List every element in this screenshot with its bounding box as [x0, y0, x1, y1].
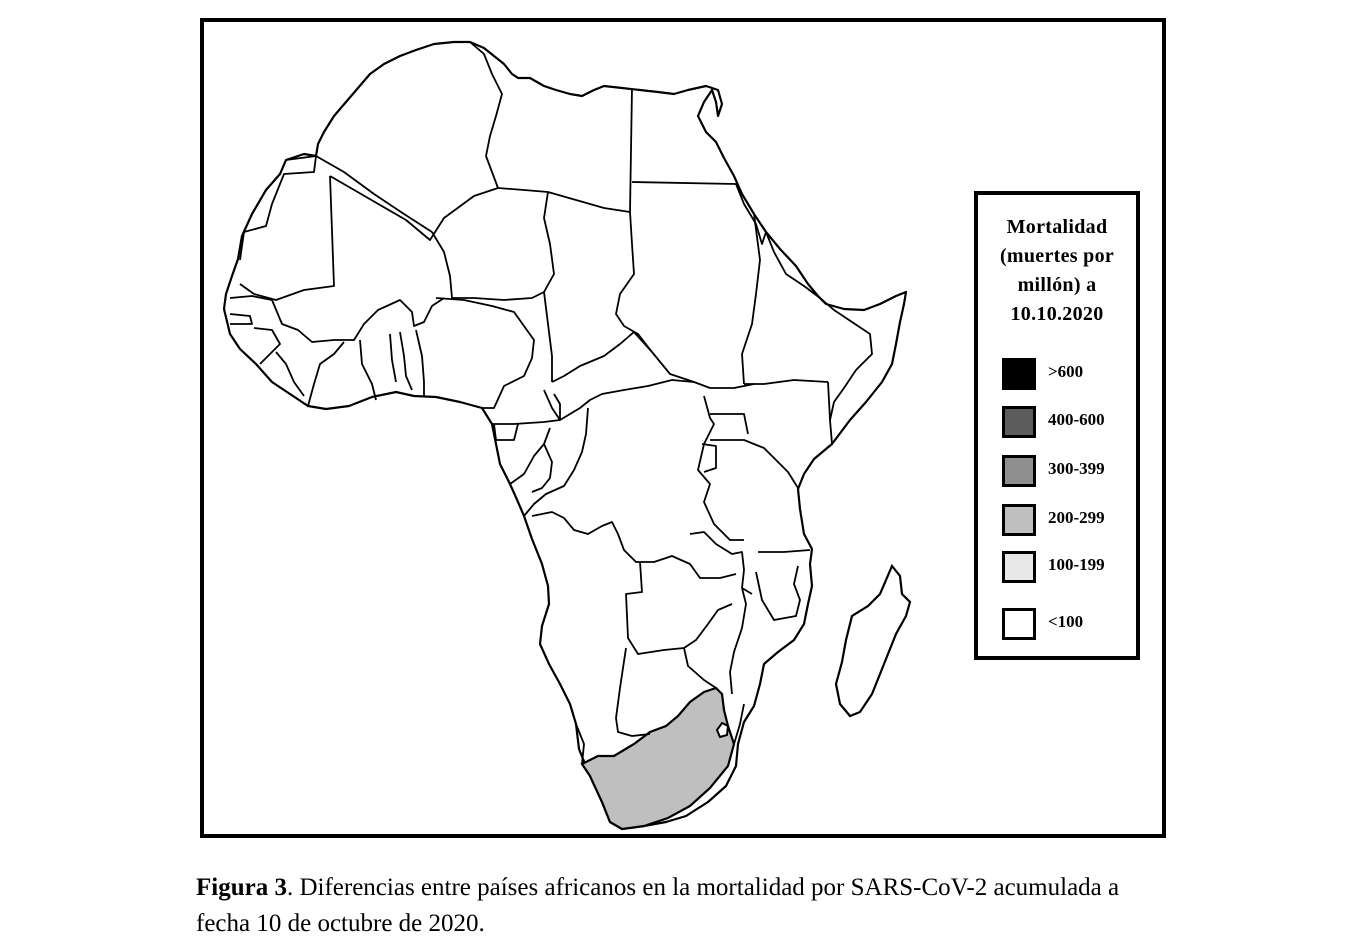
caption-label: Figura 3	[196, 874, 287, 901]
legend-item-200-299: 200-299	[1002, 504, 1132, 538]
figure-caption: Figura 3. Diferencias entre países afric…	[196, 870, 1156, 942]
legend-item-over-600: >600	[1002, 358, 1132, 392]
legend-title-line-3: millón) a	[1017, 274, 1097, 296]
africa-continent-outline	[222, 40, 908, 831]
legend-label: >600	[1048, 362, 1084, 381]
africa-map	[222, 40, 912, 831]
eswatini-shape	[715, 721, 730, 739]
legend-swatch	[1002, 358, 1036, 390]
map-legend: Mortalidad (muertes por millón) a 10.10.…	[974, 191, 1140, 660]
caption-text: . Diferencias entre países africanos en …	[196, 874, 1120, 937]
legend-label: 300-399	[1048, 459, 1105, 478]
legend-label: 400-600	[1048, 410, 1105, 429]
legend-swatch	[1002, 504, 1036, 536]
legend-swatch	[1002, 406, 1036, 438]
legend-title-line-4: 10.10.2020	[1010, 303, 1104, 325]
legend-title: Mortalidad (muertes por millón) a 10.10.…	[978, 213, 1136, 329]
legend-label: 200-299	[1048, 508, 1105, 527]
legend-item-under-100: <100	[1002, 608, 1132, 642]
legend-item-400-600: 400-600	[1002, 406, 1132, 440]
legend-title-line-1: Mortalidad	[1006, 216, 1108, 238]
madagascar-shape	[834, 563, 912, 718]
legend-item-100-199: 100-199	[1002, 551, 1132, 585]
country-borders	[229, 41, 873, 765]
legend-swatch	[1002, 608, 1036, 640]
legend-label: 100-199	[1048, 555, 1105, 574]
legend-label: <100	[1048, 612, 1084, 631]
legend-swatch	[1002, 455, 1036, 487]
legend-swatch	[1002, 551, 1036, 583]
legend-item-300-399: 300-399	[1002, 455, 1132, 489]
legend-title-line-2: (muertes por	[999, 245, 1115, 267]
